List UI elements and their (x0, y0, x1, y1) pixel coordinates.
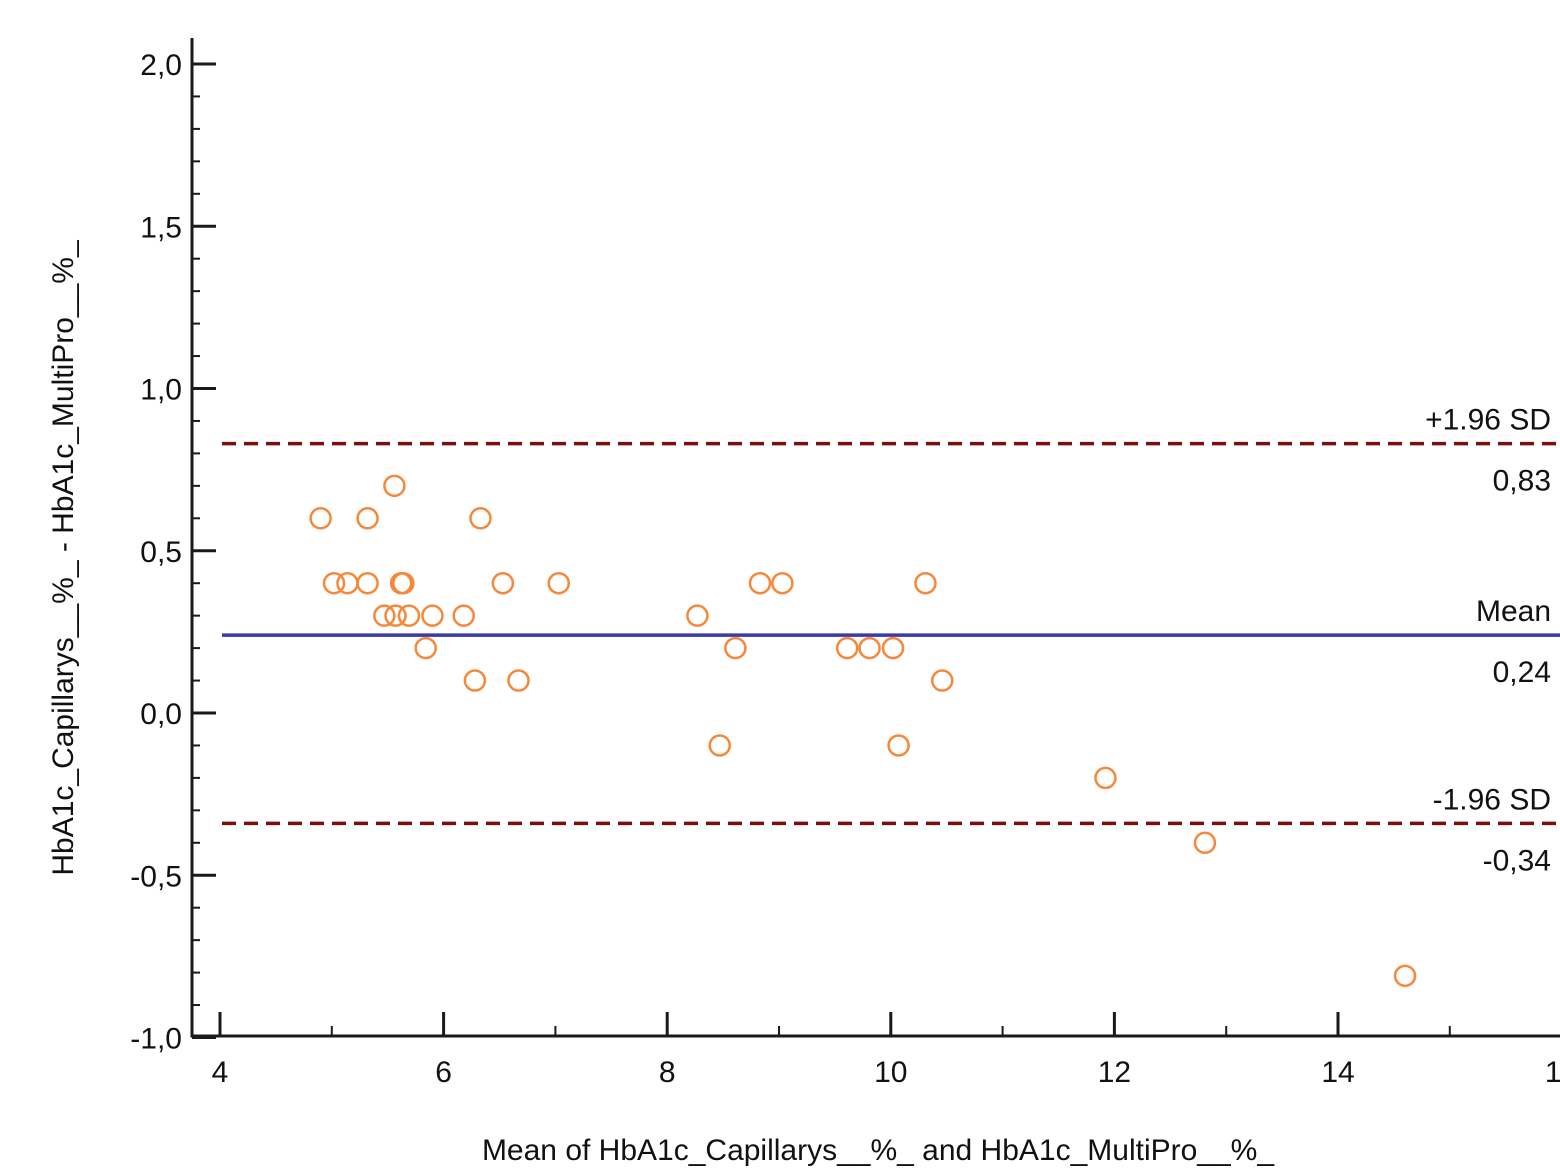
data-point (708, 734, 731, 757)
data-point (686, 604, 709, 627)
data-point (356, 571, 379, 595)
data-point (507, 669, 530, 692)
data-point (930, 669, 954, 692)
data-point (356, 507, 379, 530)
y-tick-label: 0,5 (140, 536, 182, 569)
reference-line-labels: +1.96 SD 0,83 Mean 0,24 -1.96 SD -0,34 (1425, 404, 1551, 878)
data-point (858, 636, 881, 660)
data-point (914, 571, 937, 595)
data-point (392, 571, 415, 595)
data-point (373, 604, 396, 627)
x-tick-label: 6 (435, 1056, 452, 1089)
data-point (771, 571, 794, 595)
data-point (384, 604, 407, 627)
y-tick-label: 1,0 (140, 374, 182, 407)
data-point (336, 571, 359, 595)
data-point (881, 636, 905, 660)
reference-lines (222, 441, 1560, 826)
data-point (414, 636, 437, 660)
reference-line-label: +1.96 SD (1425, 404, 1551, 437)
x-tick-label: 16 (1545, 1056, 1560, 1089)
data-point (491, 571, 515, 595)
reference-line-value: -0,34 (1483, 844, 1551, 877)
axes (190, 38, 1560, 1038)
x-tick-label: 8 (659, 1056, 676, 1089)
reference-line-value: 0,24 (1493, 656, 1551, 689)
data-point (383, 474, 406, 498)
data-point (421, 604, 444, 627)
x-tick-label: 4 (212, 1056, 229, 1089)
y-tick-label: 0,0 (140, 698, 182, 731)
data-point (887, 734, 910, 757)
data-point (1094, 766, 1117, 790)
x-tick-label: 10 (874, 1056, 907, 1089)
data-point (397, 604, 421, 627)
x-tick-label: 14 (1321, 1056, 1354, 1089)
y-tick-label: -1,0 (130, 1023, 182, 1056)
reference-line-value: 0,83 (1493, 465, 1551, 498)
y-tick-label: 1,5 (140, 211, 182, 244)
x-axis-ticks: 4 6 8 10 12 14 16 (212, 1012, 1560, 1089)
data-point (469, 507, 492, 530)
data-point (1393, 964, 1417, 988)
x-tick-label: 12 (1098, 1056, 1131, 1089)
data-point (452, 604, 475, 627)
data-point (547, 571, 571, 595)
reference-line-label: -1.96 SD (1433, 783, 1551, 816)
y-axis-ticks: 2,0 1,5 1,0 0,5 0,0 -0,5 -1,0 (130, 49, 216, 1056)
data-point (748, 571, 772, 595)
data-point (463, 669, 487, 692)
y-tick-label: -0,5 (130, 860, 182, 893)
reference-line-label: Mean (1476, 595, 1551, 628)
x-axis-title: Mean of HbA1c_Capillarys__%_ and HbA1c_M… (482, 1134, 1275, 1167)
data-point (322, 571, 346, 595)
y-tick-label: 2,0 (140, 49, 182, 82)
data-point (1193, 831, 1217, 855)
data-point (724, 636, 747, 660)
data-point (835, 636, 859, 660)
data-points (309, 474, 1417, 988)
y-axis-title: HbA1c_Capillarys__%_ - HbA1c_MultiPro__%… (47, 239, 80, 876)
data-point (309, 507, 332, 530)
